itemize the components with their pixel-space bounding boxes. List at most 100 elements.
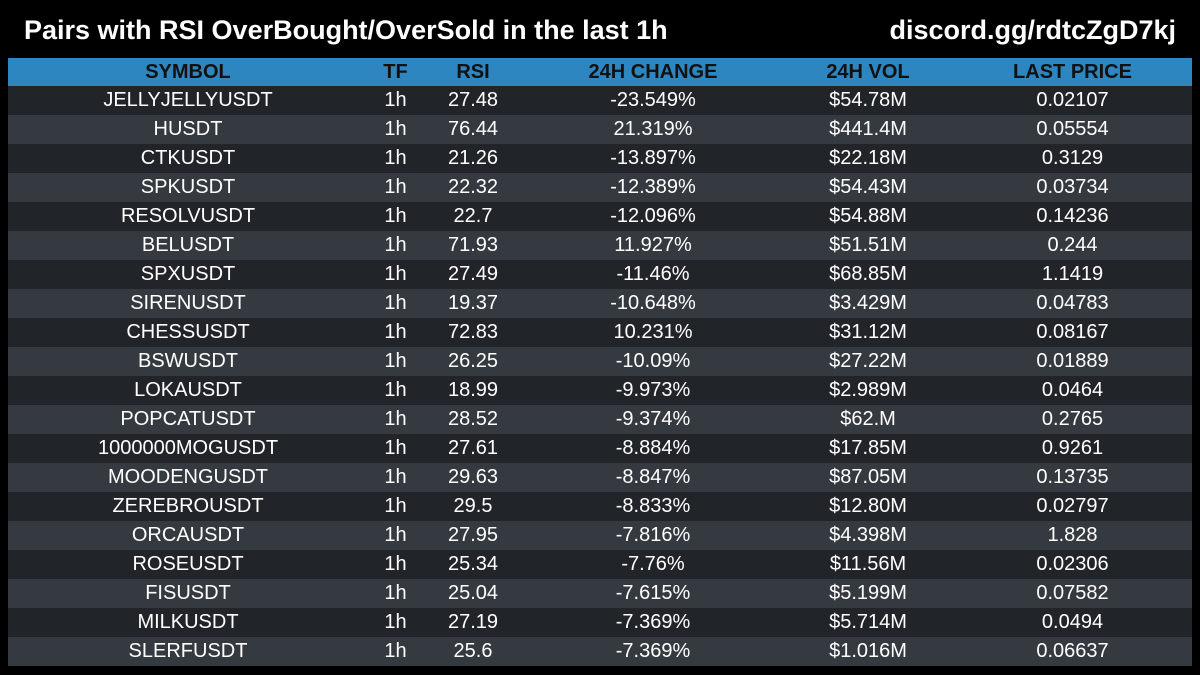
cell-24h-change: -9.973% xyxy=(523,376,783,405)
cell-tf: 1h xyxy=(368,405,423,434)
rsi-table: SYMBOL TF RSI 24H CHANGE 24H VOL LAST PR… xyxy=(8,58,1192,666)
cell-24h-change: -10.648% xyxy=(523,289,783,318)
cell-24h-vol: $54.78M xyxy=(783,86,953,115)
table-row[interactable]: BSWUSDT 1h 26.25 -10.09% $27.22M 0.01889 xyxy=(8,347,1192,376)
cell-symbol: SPKUSDT xyxy=(8,173,368,202)
table-row[interactable]: POPCATUSDT 1h 28.52 -9.374% $62.M 0.2765 xyxy=(8,405,1192,434)
cell-24h-change: -7.369% xyxy=(523,637,783,666)
cell-tf: 1h xyxy=(368,260,423,289)
cell-rsi: 25.6 xyxy=(423,637,523,666)
rsi-table-container: SYMBOL TF RSI 24H CHANGE 24H VOL LAST PR… xyxy=(8,58,1192,666)
cell-tf: 1h xyxy=(368,318,423,347)
cell-24h-vol: $68.85M xyxy=(783,260,953,289)
column-header-24h-change[interactable]: 24H CHANGE xyxy=(523,58,783,86)
column-header-rsi[interactable]: RSI xyxy=(423,58,523,86)
cell-rsi: 27.95 xyxy=(423,521,523,550)
cell-24h-vol: $3.429M xyxy=(783,289,953,318)
cell-24h-change: 21.319% xyxy=(523,115,783,144)
cell-symbol: BSWUSDT xyxy=(8,347,368,376)
table-row[interactable]: CTKUSDT 1h 21.26 -13.897% $22.18M 0.3129 xyxy=(8,144,1192,173)
table-row[interactable]: SPXUSDT 1h 27.49 -11.46% $68.85M 1.1419 xyxy=(8,260,1192,289)
cell-24h-change: 10.231% xyxy=(523,318,783,347)
table-row[interactable]: ROSEUSDT 1h 25.34 -7.76% $11.56M 0.02306 xyxy=(8,550,1192,579)
cell-rsi: 26.25 xyxy=(423,347,523,376)
cell-24h-vol: $17.85M xyxy=(783,434,953,463)
cell-tf: 1h xyxy=(368,579,423,608)
cell-tf: 1h xyxy=(368,434,423,463)
column-header-tf[interactable]: TF xyxy=(368,58,423,86)
table-row[interactable]: BELUSDT 1h 71.93 11.927% $51.51M 0.244 xyxy=(8,231,1192,260)
column-header-symbol[interactable]: SYMBOL xyxy=(8,58,368,86)
cell-last-price: 0.05554 xyxy=(953,115,1192,144)
column-header-24h-vol[interactable]: 24H VOL xyxy=(783,58,953,86)
cell-tf: 1h xyxy=(368,492,423,521)
cell-24h-change: -13.897% xyxy=(523,144,783,173)
table-row[interactable]: SLERFUSDT 1h 25.6 -7.369% $1.016M 0.06637 xyxy=(8,637,1192,666)
cell-rsi: 27.19 xyxy=(423,608,523,637)
cell-last-price: 0.13735 xyxy=(953,463,1192,492)
cell-last-price: 0.2765 xyxy=(953,405,1192,434)
cell-24h-vol: $27.22M xyxy=(783,347,953,376)
cell-24h-change: -7.369% xyxy=(523,608,783,637)
cell-symbol: MOODENGUSDT xyxy=(8,463,368,492)
cell-tf: 1h xyxy=(368,231,423,260)
cell-symbol: SIRENUSDT xyxy=(8,289,368,318)
table-row[interactable]: CHESSUSDT 1h 72.83 10.231% $31.12M 0.08167 xyxy=(8,318,1192,347)
table-row[interactable]: SPKUSDT 1h 22.32 -12.389% $54.43M 0.03734 xyxy=(8,173,1192,202)
cell-symbol: MILKUSDT xyxy=(8,608,368,637)
cell-24h-vol: $87.05M xyxy=(783,463,953,492)
cell-last-price: 0.02797 xyxy=(953,492,1192,521)
table-row[interactable]: SIRENUSDT 1h 19.37 -10.648% $3.429M 0.04783 xyxy=(8,289,1192,318)
cell-tf: 1h xyxy=(368,347,423,376)
table-row[interactable]: MILKUSDT 1h 27.19 -7.369% $5.714M 0.0494 xyxy=(8,608,1192,637)
table-row[interactable]: 1000000MOGUSDT 1h 27.61 -8.884% $17.85M 0.926… xyxy=(8,434,1192,463)
cell-24h-vol: $5.199M xyxy=(783,579,953,608)
cell-last-price: 0.9261 xyxy=(953,434,1192,463)
table-row[interactable]: JELLYJELLYUSDT 1h 27.48 -23.549% $54.78M 0.02… xyxy=(8,86,1192,115)
cell-rsi: 27.48 xyxy=(423,86,523,115)
cell-symbol: 1000000MOGUSDT xyxy=(8,434,368,463)
table-row[interactable]: RESOLVUSDT 1h 22.7 -12.096% $54.88M 0.14236 xyxy=(8,202,1192,231)
page-title: Pairs with RSI OverBought/OverSold in th… xyxy=(24,15,668,45)
cell-symbol: FISUSDT xyxy=(8,579,368,608)
cell-last-price: 0.06637 xyxy=(953,637,1192,666)
cell-last-price: 0.08167 xyxy=(953,318,1192,347)
table-row[interactable]: MOODENGUSDT 1h 29.63 -8.847% $87.05M 0.13735 xyxy=(8,463,1192,492)
cell-last-price: 0.14236 xyxy=(953,202,1192,231)
cell-last-price: 0.07582 xyxy=(953,579,1192,608)
cell-rsi: 76.44 xyxy=(423,115,523,144)
cell-24h-change: -7.76% xyxy=(523,550,783,579)
cell-last-price: 0.03734 xyxy=(953,173,1192,202)
cell-rsi: 27.49 xyxy=(423,260,523,289)
table-row[interactable]: LOKAUSDT 1h 18.99 -9.973% $2.989M 0.0464 xyxy=(8,376,1192,405)
cell-24h-vol: $62.M xyxy=(783,405,953,434)
cell-24h-change: -8.847% xyxy=(523,463,783,492)
cell-symbol: LOKAUSDT xyxy=(8,376,368,405)
cell-24h-change: -8.884% xyxy=(523,434,783,463)
cell-last-price: 0.04783 xyxy=(953,289,1192,318)
table-row[interactable]: ZEREBROUSDT 1h 29.5 -8.833% $12.80M 0.02797 xyxy=(8,492,1192,521)
discord-link[interactable]: discord.gg/rdtcZgD7kj xyxy=(889,15,1176,45)
cell-24h-change: -10.09% xyxy=(523,347,783,376)
column-header-last-price[interactable]: LAST PRICE xyxy=(953,58,1192,86)
cell-last-price: 0.02306 xyxy=(953,550,1192,579)
cell-last-price: 1.1419 xyxy=(953,260,1192,289)
cell-24h-change: -7.816% xyxy=(523,521,783,550)
cell-tf: 1h xyxy=(368,289,423,318)
cell-24h-vol: $12.80M xyxy=(783,492,953,521)
table-row[interactable]: FISUSDT 1h 25.04 -7.615% $5.199M 0.07582 xyxy=(8,579,1192,608)
table-body: JELLYJELLYUSDT 1h 27.48 -23.549% $54.78M 0.02… xyxy=(8,86,1192,666)
cell-tf: 1h xyxy=(368,637,423,666)
cell-rsi: 29.63 xyxy=(423,463,523,492)
cell-symbol: SLERFUSDT xyxy=(8,637,368,666)
cell-tf: 1h xyxy=(368,463,423,492)
table-row[interactable]: HUSDT 1h 76.44 21.319% $441.4M 0.05554 xyxy=(8,115,1192,144)
cell-rsi: 25.04 xyxy=(423,579,523,608)
cell-symbol: CTKUSDT xyxy=(8,144,368,173)
cell-last-price: 0.0494 xyxy=(953,608,1192,637)
table-row[interactable]: ORCAUSDT 1h 27.95 -7.816% $4.398M 1.828 xyxy=(8,521,1192,550)
cell-24h-change: -9.374% xyxy=(523,405,783,434)
cell-24h-change: -23.549% xyxy=(523,86,783,115)
cell-24h-vol: $22.18M xyxy=(783,144,953,173)
cell-last-price: 0.0464 xyxy=(953,376,1192,405)
